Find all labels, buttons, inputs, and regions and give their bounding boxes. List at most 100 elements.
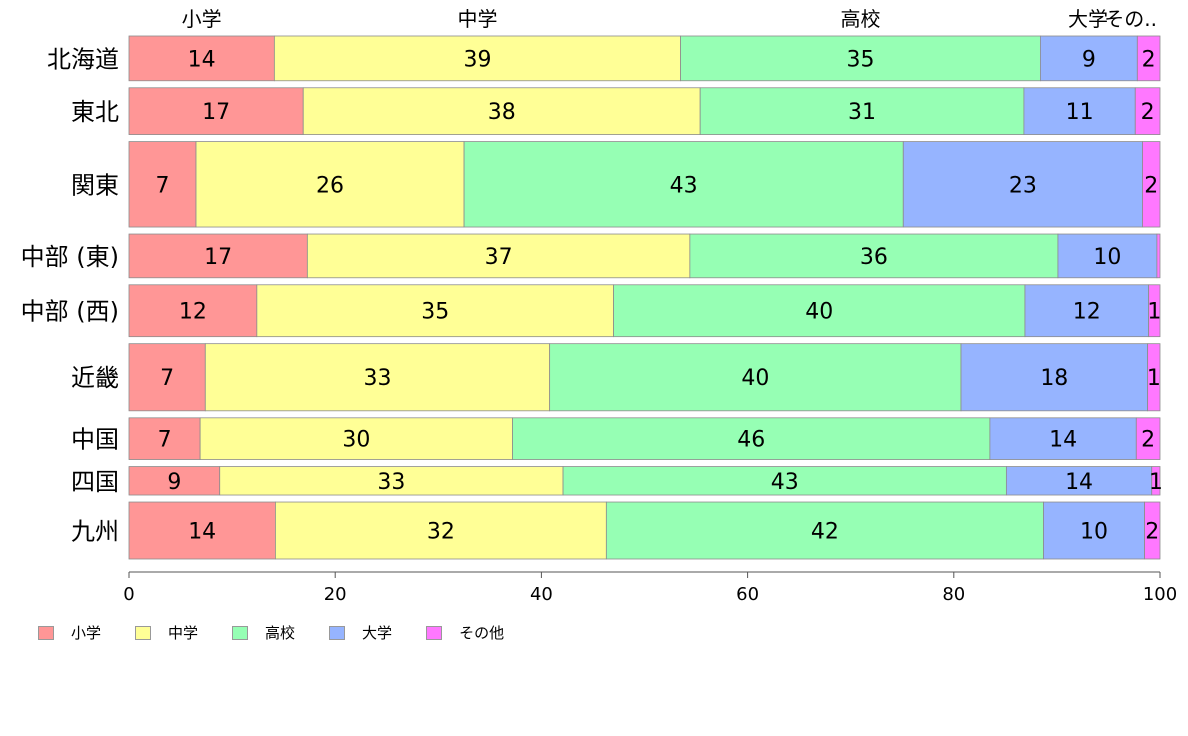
data-label: 14 bbox=[188, 47, 216, 72]
data-label: 43 bbox=[771, 470, 799, 495]
data-label: 12 bbox=[179, 300, 207, 325]
bar-segment bbox=[1005, 466, 1153, 496]
data-label: 35 bbox=[846, 47, 874, 72]
legend-item: 大学 bbox=[329, 622, 392, 643]
data-label: 7 bbox=[158, 428, 172, 453]
data-label: 10 bbox=[1093, 245, 1121, 270]
category-label: 中部 (西) bbox=[21, 298, 119, 326]
legend-label: 高校 bbox=[265, 624, 296, 642]
legend-item: その他 bbox=[426, 622, 504, 643]
data-label: 32 bbox=[427, 520, 455, 545]
data-label: 17 bbox=[202, 100, 230, 125]
bar-segment bbox=[1156, 233, 1161, 279]
legend-label: 大学 bbox=[362, 624, 393, 642]
data-label: 11 bbox=[1066, 100, 1094, 125]
bar-segment bbox=[128, 466, 221, 496]
legend-item: 高校 bbox=[232, 622, 295, 643]
x-tick-label: 100 bbox=[1143, 584, 1177, 605]
data-label: 43 bbox=[670, 173, 698, 198]
data-label: 10 bbox=[1080, 520, 1108, 545]
data-label: 12 bbox=[1073, 300, 1101, 325]
data-label: 2 bbox=[1141, 100, 1155, 125]
bar-segment bbox=[605, 501, 1044, 560]
data-label: 18 bbox=[1040, 366, 1068, 391]
x-tick-label: 80 bbox=[942, 584, 965, 605]
bar-segment bbox=[128, 87, 304, 135]
x-tick-label: 60 bbox=[736, 584, 759, 605]
bar-segment bbox=[1151, 466, 1161, 496]
legend-item: 中学 bbox=[135, 622, 198, 643]
data-label: 1 bbox=[1147, 366, 1161, 391]
bar-segment bbox=[1142, 141, 1161, 228]
legend-label: 小学 bbox=[71, 624, 102, 642]
data-label: 33 bbox=[377, 470, 405, 495]
data-label: 7 bbox=[156, 173, 170, 198]
bar-segment bbox=[1148, 284, 1161, 338]
bar-segment bbox=[128, 233, 308, 279]
bar-segment bbox=[1135, 417, 1161, 460]
category-label: 東北 bbox=[71, 98, 119, 126]
series-top-label: 小学 bbox=[182, 7, 222, 31]
data-label: 9 bbox=[1082, 47, 1096, 72]
x-tick-label: 0 bbox=[123, 584, 134, 605]
category-label: 九州 bbox=[71, 518, 119, 546]
bar-segment bbox=[1023, 87, 1136, 135]
bar-segment bbox=[680, 35, 1041, 82]
bar-segment bbox=[273, 35, 681, 82]
bar-segment bbox=[128, 284, 258, 338]
legend-swatch bbox=[38, 625, 54, 640]
data-label: 31 bbox=[848, 100, 876, 125]
data-label: 40 bbox=[741, 366, 769, 391]
series-top-label: 中学 bbox=[457, 7, 497, 31]
bar-segment bbox=[302, 87, 701, 135]
bar-segment bbox=[1147, 343, 1161, 412]
data-label: 2 bbox=[1144, 173, 1158, 198]
bar-segment bbox=[1040, 35, 1138, 82]
series-top-label: その.. bbox=[1104, 7, 1157, 31]
data-label: 2 bbox=[1141, 428, 1155, 453]
legend-label: 中学 bbox=[168, 624, 199, 642]
legend-label: その他 bbox=[459, 624, 505, 642]
bar-segment bbox=[128, 141, 197, 228]
bar-segment bbox=[195, 141, 465, 228]
bar-segment bbox=[613, 284, 1026, 338]
data-label: 30 bbox=[342, 428, 370, 453]
series-top-label: 高校 bbox=[840, 7, 880, 31]
data-label: 9 bbox=[167, 470, 181, 495]
data-label: 1 bbox=[1149, 470, 1163, 495]
data-label: 42 bbox=[811, 520, 839, 545]
x-tick-label: 40 bbox=[530, 584, 553, 605]
data-label: 35 bbox=[421, 300, 449, 325]
data-label: 36 bbox=[860, 245, 888, 270]
x-tick-label: 20 bbox=[324, 584, 347, 605]
legend: 小学 中学 高校 大学 その他 bbox=[38, 622, 538, 643]
legend-swatch bbox=[329, 625, 346, 640]
data-label: 23 bbox=[1009, 173, 1037, 198]
category-label: 四国 bbox=[71, 468, 119, 496]
bar-segment bbox=[128, 501, 276, 560]
legend-swatch bbox=[135, 625, 152, 640]
bar-segment bbox=[204, 343, 551, 412]
bar-segment bbox=[562, 466, 1007, 496]
data-label: 2 bbox=[1142, 47, 1156, 72]
bar-segment bbox=[1144, 501, 1161, 560]
bar-segment bbox=[128, 35, 275, 82]
data-label: 17 bbox=[204, 245, 232, 270]
category-label: 北海道 bbox=[47, 45, 119, 73]
data-label: 38 bbox=[488, 100, 516, 125]
bar-segment bbox=[128, 343, 206, 412]
data-label: 46 bbox=[737, 428, 765, 453]
bar-segment bbox=[512, 417, 991, 460]
data-label: 37 bbox=[485, 245, 513, 270]
category-label: 中国 bbox=[71, 426, 119, 454]
data-label: 1 bbox=[1147, 300, 1161, 325]
bar-segment bbox=[549, 343, 962, 412]
legend-swatch bbox=[232, 625, 249, 640]
bar-segment bbox=[463, 141, 904, 228]
bar-segment bbox=[1134, 87, 1161, 135]
bar-segment bbox=[960, 343, 1149, 412]
bar-segment bbox=[275, 501, 607, 560]
bar-segment bbox=[1024, 284, 1150, 338]
data-label: 7 bbox=[160, 366, 174, 391]
